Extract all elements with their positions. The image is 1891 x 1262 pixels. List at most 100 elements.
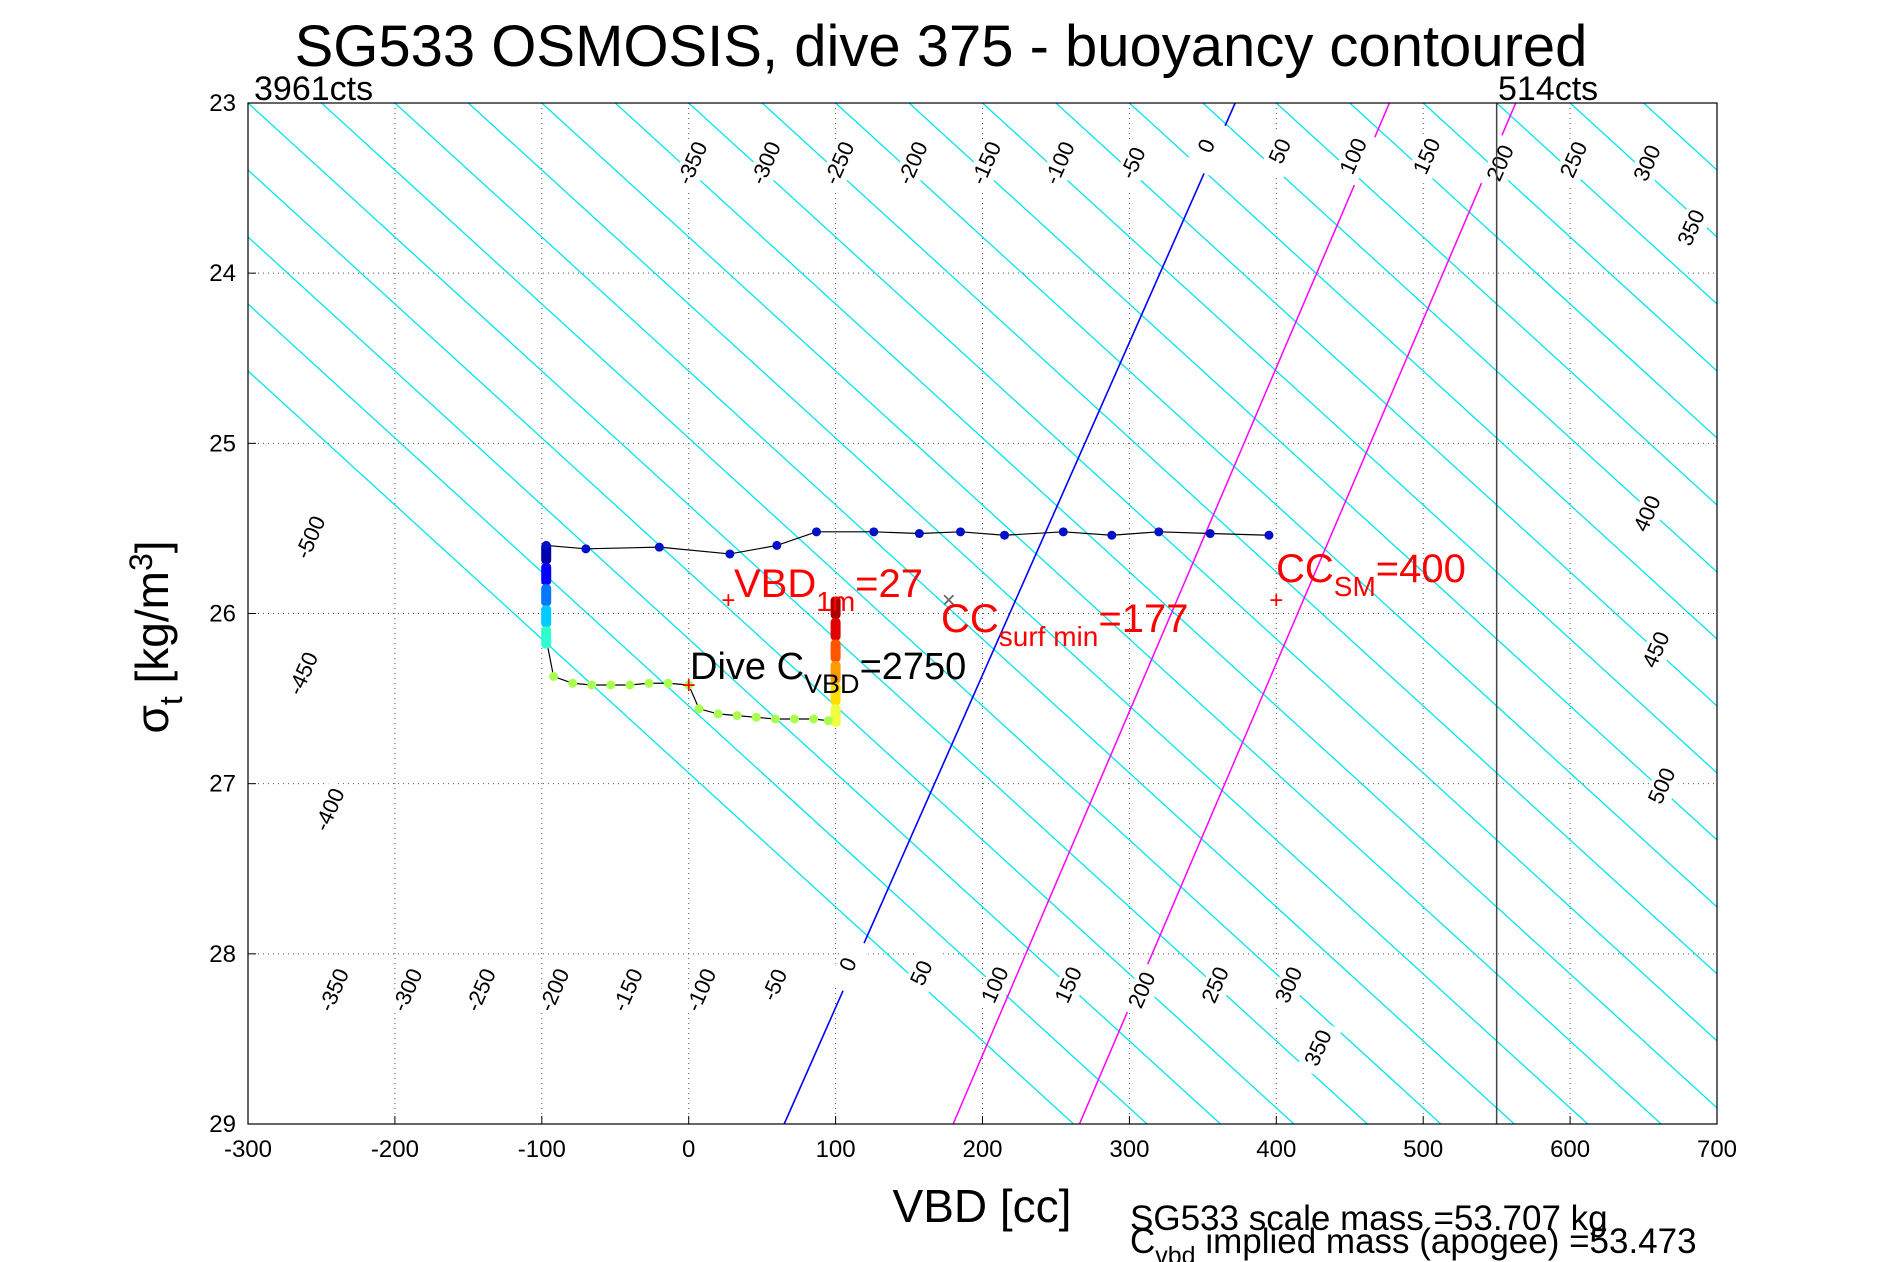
dive-point xyxy=(869,527,879,537)
climb-point xyxy=(809,714,819,724)
x-tick-label: 0 xyxy=(682,1136,695,1163)
climb-point xyxy=(644,678,654,688)
annotation-dive-cvbd: Dive CVBD=2750 xyxy=(690,646,966,699)
contour-label-bg xyxy=(1640,757,1686,816)
annotation-cc-sm-sub: SM xyxy=(1334,571,1376,602)
contour-line xyxy=(248,370,1075,1124)
vbd-column-left xyxy=(541,626,552,649)
contour-label-bg xyxy=(386,961,431,1020)
y-tick-label: 25 xyxy=(209,430,236,457)
contour-line xyxy=(1790,103,1891,1124)
annotation-cc-surf-min: CCsurf min=177 xyxy=(941,597,1188,652)
vbd-column-right xyxy=(830,596,841,620)
contour-label-bg xyxy=(1194,956,1239,1015)
contour-label-bg xyxy=(1047,956,1093,1015)
vbd-column-right xyxy=(830,682,841,706)
marker-cc-sm: + xyxy=(1269,587,1283,614)
annotation-vbd-1m: VBD1m=27 xyxy=(734,562,923,617)
x-tick-label: -200 xyxy=(371,1136,419,1163)
x-tick-label: 100 xyxy=(816,1136,856,1163)
contour-label-bg xyxy=(671,134,716,193)
contour-line xyxy=(321,103,1442,1124)
contour-line xyxy=(835,103,1717,908)
dive-point xyxy=(1264,530,1274,540)
contour-line xyxy=(467,103,1589,1124)
dive-point xyxy=(1000,530,1010,540)
dive-point xyxy=(1205,529,1215,539)
dive-profiles xyxy=(541,527,1274,727)
buoyancy-contours xyxy=(248,103,1891,1124)
contour-label-bg xyxy=(1634,621,1680,680)
marker-dive-cvbd: + xyxy=(682,672,696,699)
climb-point xyxy=(694,704,704,714)
dive-point xyxy=(914,529,924,539)
contour-line xyxy=(1202,103,1717,573)
contour-label-bg xyxy=(308,781,354,840)
x-tick-label: 400 xyxy=(1256,1136,1296,1163)
contour-line xyxy=(1496,103,1717,305)
climb-point xyxy=(625,680,635,690)
contour-label-bg xyxy=(891,134,937,193)
dive-point xyxy=(1107,530,1117,540)
contour-label-bg xyxy=(1185,117,1231,176)
vbd-column-left xyxy=(541,605,552,628)
dive-point xyxy=(812,527,822,537)
top-right-count-label: 514cts xyxy=(1498,70,1598,108)
dive-point xyxy=(955,527,965,537)
vbd-column-left xyxy=(541,584,552,607)
contour-label-bg xyxy=(606,961,652,1020)
climb-point xyxy=(549,671,559,681)
contour-line xyxy=(1643,103,1717,171)
contour-line xyxy=(982,103,1717,774)
climb-point xyxy=(823,716,833,726)
contour-line xyxy=(248,103,1368,1124)
y-tick-label: 28 xyxy=(209,941,236,968)
contour-label-bg xyxy=(964,134,1010,193)
dive-point xyxy=(541,540,551,550)
contour-labels: -350 -300 -250 -200 -150 -100 -50 0 50 100 150 200 2… xyxy=(281,117,1715,1078)
climb-point xyxy=(713,709,723,719)
contour-label-bg xyxy=(1111,134,1157,193)
contour-label-bg xyxy=(1625,134,1671,193)
annotation-dive-cvbd-value: =2750 xyxy=(860,646,967,688)
contour-line xyxy=(1864,103,1891,1124)
climb-point xyxy=(606,680,616,690)
dive-point xyxy=(1058,527,1068,537)
annotation-cc-sm-value: =400 xyxy=(1376,547,1466,591)
magenta-contour-sm xyxy=(1078,103,1517,1124)
contour-line xyxy=(541,103,1662,1124)
climb-point xyxy=(732,711,742,721)
contour-label-bg xyxy=(744,134,790,193)
contour-line xyxy=(908,103,1717,841)
footer-implied-mass-value: implied mass (apogee) =53.473 xyxy=(1196,1222,1697,1261)
annotation-cc-surf-min-value: =177 xyxy=(1098,597,1188,641)
y-axis-label: σt [kg/m3] xyxy=(123,540,189,733)
contour-label-bg xyxy=(289,508,335,567)
dive-point xyxy=(1154,527,1164,537)
grid xyxy=(248,103,1717,1124)
contour-label-bg xyxy=(1332,127,1378,186)
vbd-column-right xyxy=(830,618,841,641)
footer-implied-mass-sub: vbd xyxy=(1155,1242,1195,1262)
x-tick-label: 700 xyxy=(1697,1136,1737,1163)
contour-line xyxy=(1275,103,1717,506)
top-left-count-label: 3961cts xyxy=(254,70,373,108)
contour-label-bg xyxy=(1038,134,1084,193)
dive-point xyxy=(654,542,664,552)
contour-label-bg xyxy=(312,961,358,1020)
contour-label-bg xyxy=(973,956,1019,1015)
y-tick-label: 27 xyxy=(209,771,236,798)
annotation-cc-sm: CCSM=400 xyxy=(1276,547,1466,602)
contour-label-bg xyxy=(1552,131,1598,190)
x-tick-label: 300 xyxy=(1109,1136,1149,1163)
contour-line xyxy=(614,103,1717,1109)
y-tick-label: 23 xyxy=(209,90,236,117)
x-tick-label: 200 xyxy=(962,1136,1002,1163)
x-tick-label: 500 xyxy=(1403,1136,1443,1163)
climb-point xyxy=(568,678,578,688)
contour-label-bg xyxy=(753,956,799,1015)
vbd-column-right xyxy=(830,704,841,727)
contour-line xyxy=(248,236,1221,1124)
vbd-column-left xyxy=(541,563,552,586)
